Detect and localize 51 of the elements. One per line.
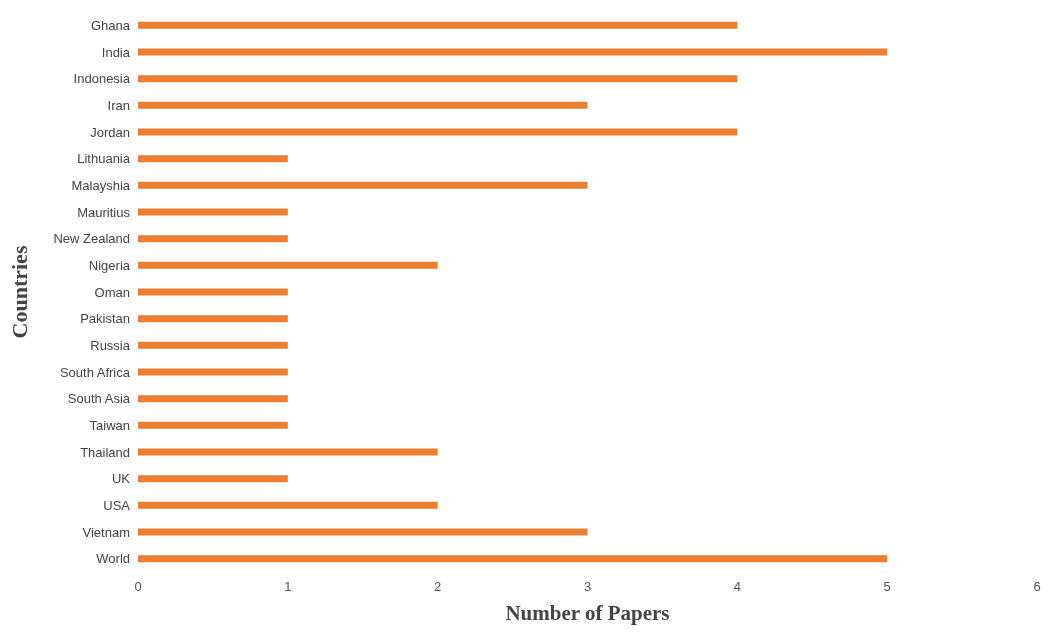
y-tick-label: Oman <box>94 284 130 300</box>
bar <box>138 101 588 109</box>
x-tick-label: 6 <box>1033 579 1041 594</box>
bar <box>138 155 288 163</box>
y-tick-label: Ghana <box>90 17 131 33</box>
bar <box>138 555 888 563</box>
y-axis-title: Countries <box>6 245 32 339</box>
bar <box>138 368 288 376</box>
x-tick-label: 3 <box>583 579 592 594</box>
y-tick-label: Indonesia <box>73 71 131 87</box>
y-tick-label: UK <box>111 471 131 487</box>
y-tick-label: Russia <box>90 337 131 353</box>
bar <box>138 181 588 189</box>
y-tick-label: Pakistan <box>80 311 130 327</box>
x-tick-label: 2 <box>434 579 442 594</box>
bar <box>138 315 288 323</box>
y-tick-label: Vietnam <box>82 524 130 540</box>
bar <box>138 341 288 349</box>
y-tick-label: India <box>101 44 131 60</box>
x-tick-label: 1 <box>284 579 292 594</box>
bar <box>138 501 438 509</box>
y-tick-label: Jordan <box>90 124 130 140</box>
y-tick-label: Mauritius <box>77 204 131 220</box>
bar <box>138 528 588 536</box>
x-tick-label: 4 <box>733 579 741 594</box>
y-tick-label: Nigeria <box>88 257 131 273</box>
bar <box>138 475 288 483</box>
y-tick-label: Taiwan <box>89 417 130 433</box>
bar <box>138 48 888 56</box>
y-tick-label: Thailand <box>80 444 130 460</box>
bar <box>138 288 288 296</box>
x-axis-title: Number of Papers <box>505 600 670 625</box>
y-tick-label: South Africa <box>59 364 131 380</box>
y-tick-label: New Zealand <box>53 231 130 247</box>
y-tick-label: Malayshia <box>71 177 131 193</box>
y-tick-label: USA <box>103 497 131 513</box>
y-tick-label: World <box>96 551 130 567</box>
bar <box>138 208 288 216</box>
y-tick-label: Lithuania <box>77 151 131 167</box>
y-tick-label: Iran <box>107 97 130 113</box>
bar <box>138 128 738 136</box>
x-tick-label: 5 <box>883 579 891 594</box>
bar <box>138 261 438 269</box>
bar <box>138 75 738 83</box>
bar <box>138 395 288 403</box>
bar <box>138 235 288 243</box>
y-tick-label: South Asia <box>67 391 131 407</box>
bar <box>138 448 438 456</box>
bar <box>138 21 738 29</box>
x-tick-label: 0 <box>134 579 142 594</box>
bar <box>138 421 288 429</box>
